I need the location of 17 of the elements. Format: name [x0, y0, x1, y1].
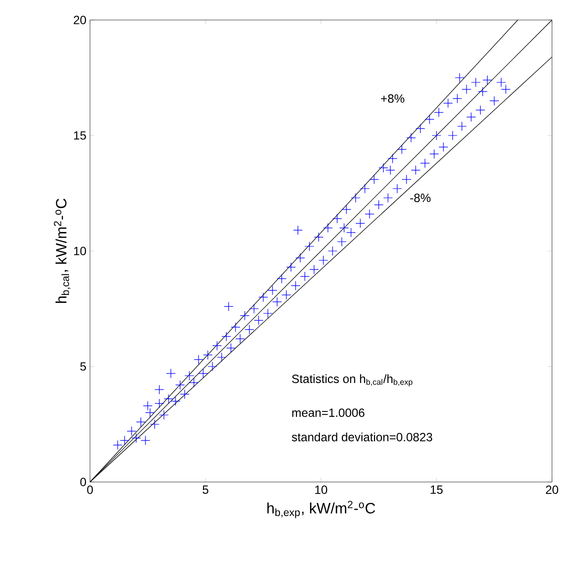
- annotation: standard deviation=0.0823: [292, 432, 432, 442]
- y-tick-label: 10: [74, 246, 86, 256]
- y-tick-label: 15: [74, 131, 86, 140]
- y-axis-title: h$_{b,cal}$, kW/m$^{2}$-$^{o}$C: [54, 198, 70, 303]
- x-tick-label: 15: [430, 486, 443, 494]
- annotation: mean=1.0006: [292, 408, 364, 417]
- x-tick-label: 20: [546, 486, 558, 494]
- y-tick-label: 0: [80, 478, 86, 486]
- annotation: +8%: [381, 94, 404, 103]
- annotation: -8%: [410, 194, 431, 202]
- y-tick-label: 5: [80, 362, 86, 371]
- x-tick-label: 10: [315, 486, 328, 494]
- y-tick-label: 20: [74, 16, 86, 24]
- x-axis-title: h$_{b,exp}$, kW/m$^{2}$-$^{o}$C: [267, 500, 376, 518]
- annotation: Statistics on h$_{b,cal}$/h$_{b,exp}$: [292, 374, 412, 386]
- x-tick-label: 5: [202, 486, 208, 494]
- x-tick-label: 0: [87, 486, 93, 494]
